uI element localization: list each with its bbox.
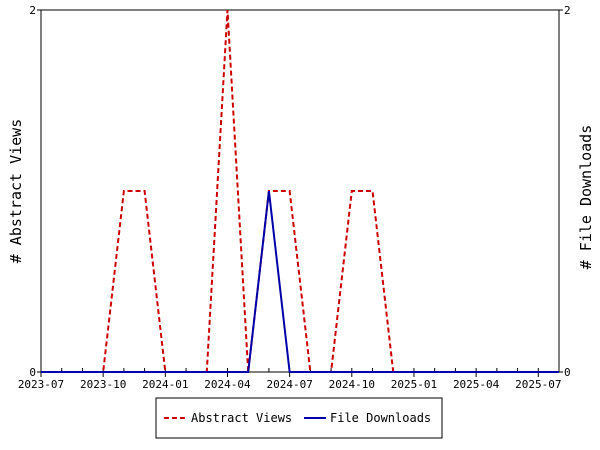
x-tick-label: 2023-10	[80, 378, 126, 391]
x-tick-label: 2023-07	[18, 378, 64, 391]
legend-box	[155, 397, 443, 439]
x-tick-label: 2024-10	[329, 378, 375, 391]
x-tick-label: 2025-01	[391, 378, 437, 391]
x-tick-label: 2025-07	[515, 378, 561, 391]
y-left-tick-label: 0	[29, 366, 36, 379]
plot-area	[40, 9, 560, 373]
y-axis-tick-labels: 0 2 0 2	[29, 4, 570, 379]
series	[41, 9, 559, 373]
x-tick-label: 2025-04	[453, 378, 500, 391]
series-line-file-downloads	[41, 190, 559, 373]
legend-label-file-downloads: File Downloads	[330, 411, 431, 425]
y-axis-left-title: # Abstract Views	[7, 119, 25, 264]
x-tick-label: 2024-01	[142, 378, 188, 391]
x-tick-label: 2024-07	[266, 378, 312, 391]
legend: Abstract Views File Downloads	[155, 397, 443, 439]
x-axis-tick-labels: 2023-07 2023-10 2024-01 2024-04 2024-07 2024-…	[18, 378, 562, 391]
legend-label-abstract-views: Abstract Views	[191, 411, 292, 425]
y-right-tick-label: 2	[564, 4, 571, 17]
x-tick-label: 2024-04	[204, 378, 251, 391]
y-right-tick-label: 0	[564, 366, 571, 379]
y-left-tick-label: 2	[29, 4, 36, 17]
y-axis-right-title: # File Downloads	[577, 125, 595, 270]
